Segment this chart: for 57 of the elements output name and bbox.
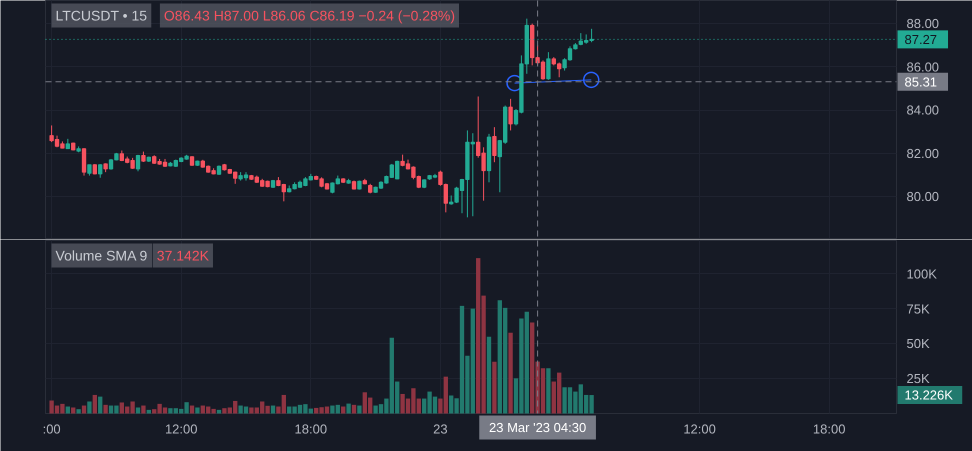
y-tick-label: 82.00 [906,146,940,161]
bar [98,396,102,414]
y-tick-label: 84.00 [906,102,940,118]
y-tick-label: 25K [906,371,930,386]
candlestick [136,154,140,172]
x-tick-label: 18:00 [294,422,328,436]
bar [486,336,492,414]
bar [87,402,92,414]
candlestick [546,52,551,80]
bar [352,404,356,414]
bar [270,406,276,414]
y-tick-label: 100K [906,266,938,282]
y-tick-label: 80.00 [906,189,940,204]
bar [492,362,497,414]
bar [136,408,140,414]
candlestick [492,126,497,163]
bar [195,408,200,414]
bar [546,368,551,414]
y-tick-label: 86.00 [906,59,940,74]
bar [92,394,97,414]
candlestick [368,183,372,194]
bar [346,404,351,414]
bar [141,406,146,414]
bar [76,409,81,414]
bar [146,410,151,414]
ref-line-label: 87.27 [904,32,938,47]
y-tick-label: 88.00 [906,16,940,32]
candlestick [87,164,92,176]
bar [190,406,194,414]
text: Volume SMA 9 [56,248,148,264]
x-tick-label: 18:00 [812,422,846,436]
bar [71,408,76,414]
text: 13.226K [904,388,954,403]
bar [341,406,346,414]
candlestick [141,151,146,162]
y-tick-label: 75K [906,301,930,316]
x-tick-label: 12:00 [683,422,716,436]
text: LTCUSDT • 15 [56,8,148,24]
annotation: O86.43 H87.00 L86.06 C86.19 −0.24 (−0.28%) [164,8,455,24]
x-tick-label: 12:00 [164,422,198,436]
x-tick-label: :00 [42,422,61,436]
candlestick [216,164,222,176]
bar [66,406,70,414]
candlestick [66,138,70,150]
candlestick [82,148,86,176]
bar [508,332,513,414]
ref-line-label: 23 Mar '23 04:30 [489,420,586,435]
candlestick [190,156,194,166]
candlestick [98,164,102,178]
candlestick [508,98,513,131]
y-tick-label: 50K [906,336,930,352]
bar [82,406,86,414]
annotation: 37.142K [156,248,210,264]
bar [103,404,108,414]
bar [357,406,362,414]
x-tick-label: 23 [433,422,448,436]
ref-line-label: 85.31 [904,74,938,90]
